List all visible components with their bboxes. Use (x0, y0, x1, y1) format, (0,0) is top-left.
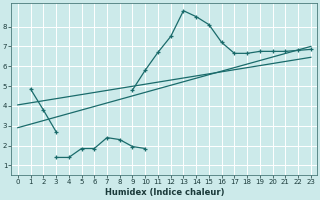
X-axis label: Humidex (Indice chaleur): Humidex (Indice chaleur) (105, 188, 224, 197)
